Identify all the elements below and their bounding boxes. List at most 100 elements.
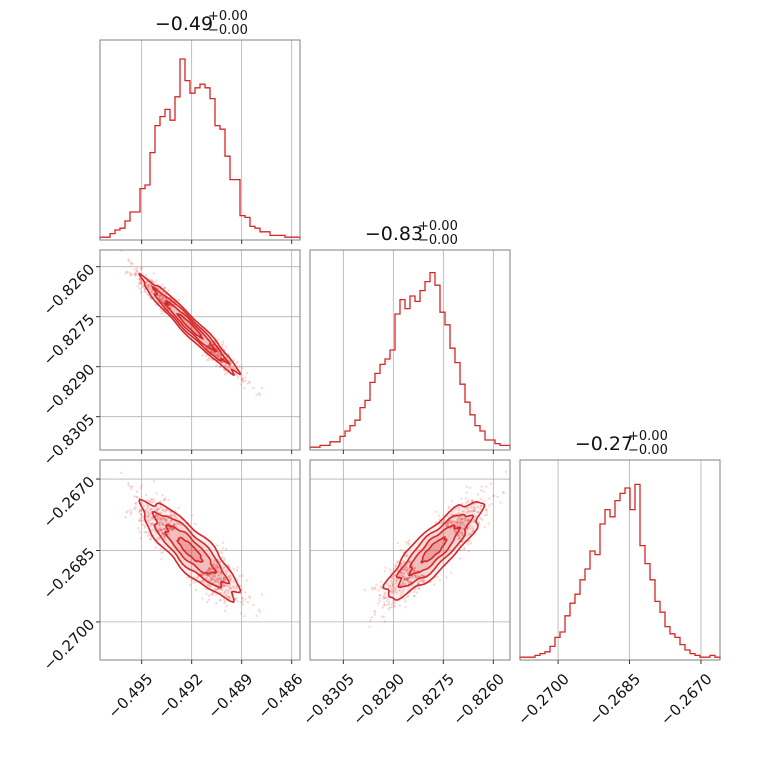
scatter-point-0-2-812 xyxy=(168,522,171,526)
scatter-point-0-2-726 xyxy=(216,587,220,591)
scatter-point-1-2-382 xyxy=(461,525,464,528)
scatter-point-1-2-481 xyxy=(466,527,469,530)
scatter-point-0-2-549 xyxy=(226,595,230,598)
scatter-point-0-2-330 xyxy=(164,510,167,513)
scatter-point-0-2-1212 xyxy=(209,576,212,580)
scatter-point-1-2-27 xyxy=(457,508,461,511)
scatter-point-1-2-968 xyxy=(471,499,474,503)
scatter-point-1-2-576 xyxy=(453,507,457,511)
scatter-point-1-2-734 xyxy=(395,579,398,582)
scatter-point-0-2-346 xyxy=(139,519,142,522)
scatter-point-0-2-236 xyxy=(220,588,224,591)
scatter-point-0-1-1061 xyxy=(125,270,128,274)
scatter-point-1-2-1033 xyxy=(455,520,458,524)
scatter-point-0-2-1082 xyxy=(217,570,220,573)
scatter-point-0-2-190 xyxy=(145,515,148,519)
scatter-point-0-2-265 xyxy=(164,519,167,522)
scatter-point-1-2-340 xyxy=(432,583,436,586)
scatter-point-0-1-647 xyxy=(212,352,216,355)
x-tick-label-0-0: −0.495 xyxy=(104,670,156,722)
scatter-point-0-2-511 xyxy=(169,526,172,529)
scatter-point-0-2-25 xyxy=(150,524,153,527)
scatter-point-0-1-25 xyxy=(150,291,153,294)
scatter-point-0-2-85 xyxy=(221,567,224,570)
scatter-point-1-2-636 xyxy=(388,606,392,609)
scatter-point-0-1-357 xyxy=(149,296,152,300)
scatter-point-0-1-426 xyxy=(258,393,262,397)
scatter-point-1-2-34 xyxy=(406,568,409,571)
scatter-point-1-2-1425 xyxy=(378,594,382,597)
scatter-point-1-2-951 xyxy=(421,579,424,583)
scatter-point-0-2-75 xyxy=(206,574,210,577)
scatter-point-0-1-1262 xyxy=(247,380,251,383)
scatter-point-1-2-427 xyxy=(407,567,410,570)
scatter-point-0-2-422 xyxy=(222,559,226,562)
scatter-point-0-2-901 xyxy=(158,530,161,533)
scatter-point-0-2-1411 xyxy=(245,579,249,582)
scatter-point-1-2-770 xyxy=(471,529,475,533)
scatter-point-1-2-95 xyxy=(391,575,394,579)
scatter-point-0-2-21 xyxy=(220,573,224,577)
scatter-point-0-2-792 xyxy=(208,566,211,570)
scatter-point-1-2-280 xyxy=(413,595,416,598)
scatter-point-0-2-437 xyxy=(225,594,228,597)
scatter-point-1-2-1432 xyxy=(457,511,461,515)
scatter-point-1-2-297 xyxy=(461,502,464,506)
scatter-point-0-2-34 xyxy=(162,523,165,526)
scatter-point-1-2-154 xyxy=(447,506,450,510)
scatter-point-1-2-692 xyxy=(448,519,451,523)
scatter-point-0-1-1345 xyxy=(162,301,165,305)
scatter-point-1-2-815 xyxy=(452,529,456,532)
scatter-point-1-2-1050 xyxy=(391,581,394,584)
scatter-point-1-2-647 xyxy=(456,537,460,541)
scatter-point-0-1-1151 xyxy=(167,289,170,292)
scatter-point-0-2-969 xyxy=(146,504,149,507)
scatter-point-1-2-1391 xyxy=(446,524,450,527)
scatter-point-1-2-672 xyxy=(411,576,414,580)
scatter-point-0-2-1222 xyxy=(206,568,209,572)
scatter-point-0-2-456 xyxy=(219,578,223,582)
scatter-point-1-2-368 xyxy=(483,499,486,502)
scatter-point-0-2-1321 xyxy=(159,547,163,551)
scatter-point-1-2-1435 xyxy=(405,578,409,581)
scatter-point-0-2-1480 xyxy=(151,522,155,525)
scatter-point-1-2-847 xyxy=(488,504,491,507)
scatter-point-1-2-67 xyxy=(403,578,407,581)
scatter-point-0-2-1058 xyxy=(224,600,227,603)
scatter-point-1-2-699 xyxy=(402,580,405,583)
scatter-point-0-1-1 xyxy=(161,297,165,300)
scatter-point-0-1-737 xyxy=(137,281,140,284)
scatter-point-1-2-1119 xyxy=(456,520,459,524)
scatter-point-1-2-515 xyxy=(373,613,377,616)
scatter-point-1-2-1276 xyxy=(413,588,416,591)
scatter-point-0-2-1437 xyxy=(145,499,149,502)
x-tick-label-0-1: −0.492 xyxy=(154,670,206,722)
scatter-point-1-2-1028 xyxy=(459,515,463,518)
scatter-point-0-2-1203 xyxy=(148,508,151,512)
scatter-point-1-2-174 xyxy=(391,588,394,591)
scatter-point-0-2-1267 xyxy=(163,538,167,541)
scatter-point-0-1-1264 xyxy=(160,312,163,315)
scatter-point-0-2-1154 xyxy=(223,609,227,613)
scatter-point-0-2-110 xyxy=(155,509,159,512)
scatter-point-1-2-1141 xyxy=(445,576,448,579)
scatter-point-0-2-1240 xyxy=(159,516,162,519)
scatter-point-1-2-379 xyxy=(390,603,393,606)
scatter-point-0-2-1107 xyxy=(141,516,144,519)
scatter-point-0-2-387 xyxy=(236,600,240,603)
scatter-point-0-1-431 xyxy=(154,303,157,307)
panel-frame-0-1 xyxy=(99,249,301,451)
scatter-point-1-2-1058 xyxy=(468,539,471,542)
scatter-point-0-2-637 xyxy=(216,544,219,547)
scatter-point-1-2-579 xyxy=(406,542,410,546)
scatter-point-0-1-583 xyxy=(140,280,143,283)
scatter-point-0-1-97 xyxy=(160,309,163,313)
scatter-point-0-1-1339 xyxy=(149,285,152,288)
scatter-point-0-2-515 xyxy=(129,513,133,516)
scatter-point-0-1-387 xyxy=(236,376,240,379)
scatter-point-0-1-1148 xyxy=(161,283,164,286)
scatter-point-1-2-104 xyxy=(407,576,410,579)
scatter-point-0-2-699 xyxy=(158,528,161,532)
scatter-point-0-2-1003 xyxy=(206,600,209,604)
scatter-point-0-2-819 xyxy=(209,575,212,578)
